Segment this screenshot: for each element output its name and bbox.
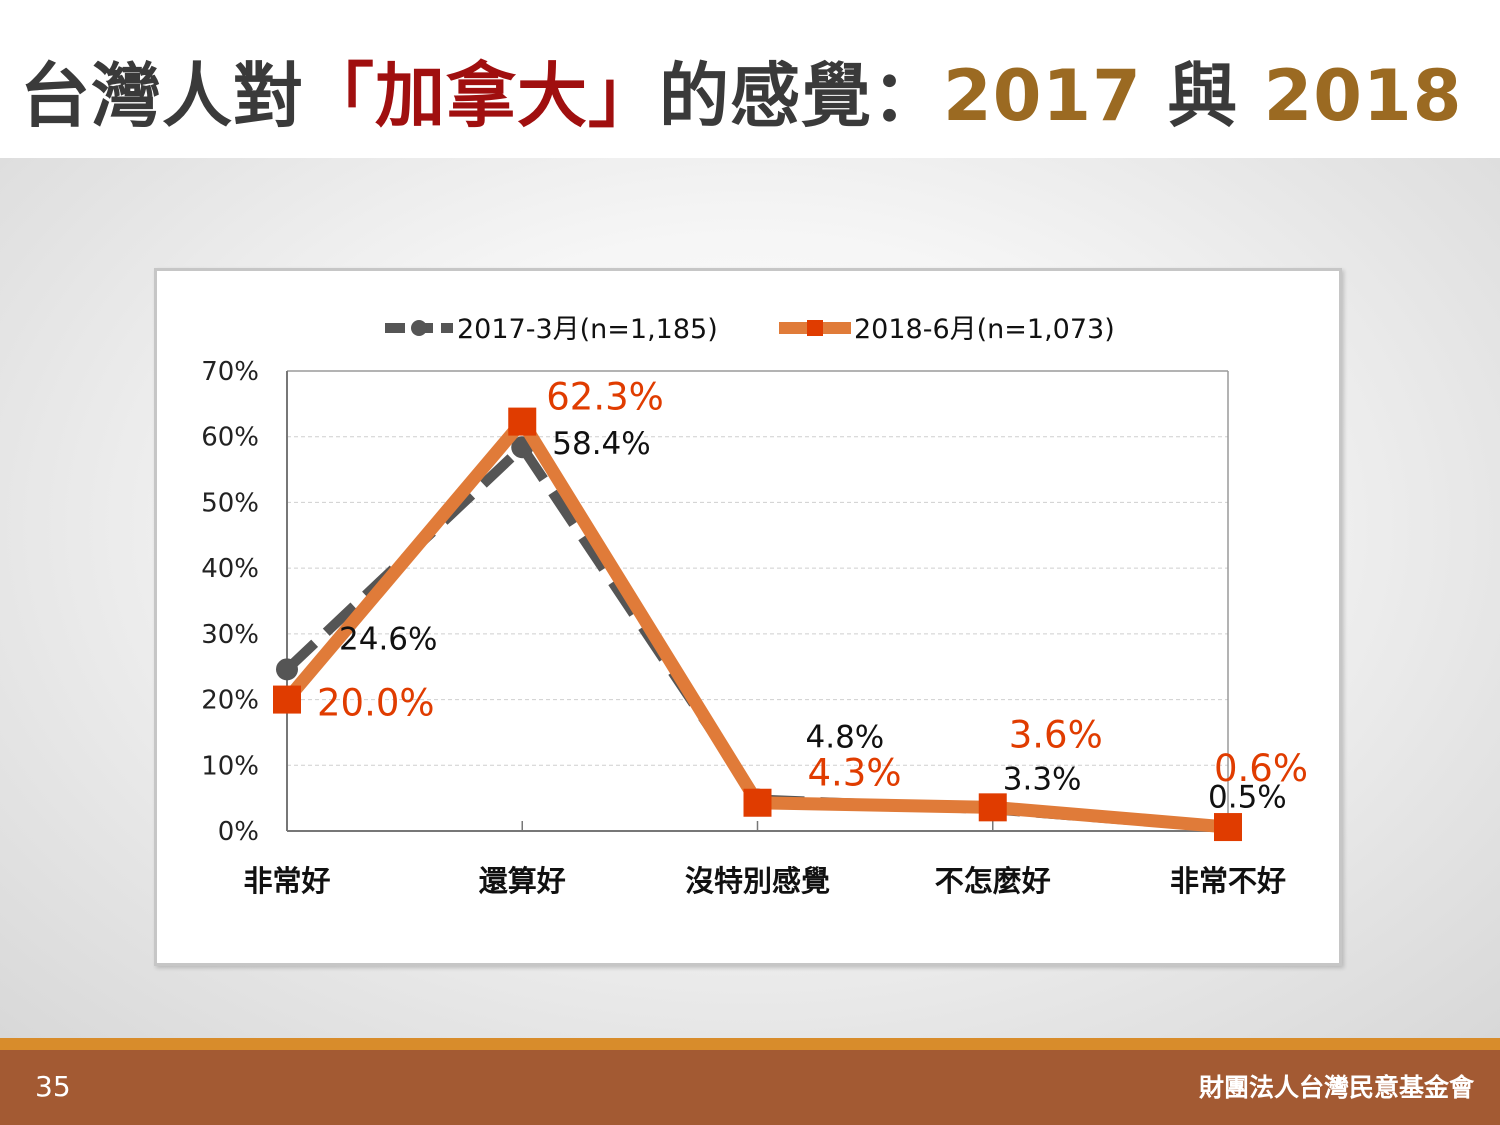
data-label-2017: 3.3% <box>1003 761 1082 797</box>
slide-title: 台灣人對「加拿大」的感覺：2017 與 2018 <box>20 40 1462 141</box>
series-2018-point <box>978 793 1007 822</box>
data-label-2018: 0.6% <box>1214 747 1308 790</box>
series-2018-point <box>743 788 772 817</box>
organization-name: 財團法人台灣民意基金會 <box>1198 1073 1474 1102</box>
series-2018-point <box>273 685 301 714</box>
data-label-2017: 58.4% <box>552 426 650 462</box>
footer-stripe <box>0 1038 1500 1050</box>
line-chart: 0% 10% 20% 30% 40% 50% 60% 70% 非常好 還算好 沒特別感覺 不怎麼好 非常… <box>201 314 1308 898</box>
title-year2: 2018 <box>1263 55 1463 137</box>
data-label-2017: 4.8% <box>806 719 885 755</box>
data-label-2018: 62.3% <box>546 376 664 419</box>
slide-footer <box>0 1050 1500 1125</box>
data-label-2018: 20.0% <box>317 682 435 725</box>
legend-2017-marker <box>411 320 427 336</box>
title-year1: 2017 <box>943 55 1142 137</box>
chart-panel: 0% 10% 20% 30% 40% 50% 60% 70% 非常好 還算好 沒特別感覺 不怎麼好 非常… <box>154 268 1342 966</box>
page-number: 35 <box>35 1070 71 1103</box>
title-part2: 的感覺： <box>659 55 943 137</box>
y-tick-label: 40% <box>201 554 259 584</box>
y-tick-label: 0% <box>218 817 259 847</box>
slide-header: 台灣人對「加拿大」的感覺：2017 與 2018 <box>0 0 1500 158</box>
title-highlight: 「加拿大」 <box>304 55 659 137</box>
title-part1: 台灣人對 <box>20 55 304 137</box>
legend-2018-label: 2018-6月(n=1,073) <box>854 314 1115 345</box>
y-tick-label: 20% <box>201 686 259 716</box>
y-tick-label: 60% <box>201 423 259 453</box>
data-label-2017: 24.6% <box>339 621 437 657</box>
y-tick-label: 50% <box>201 488 259 518</box>
y-tick-label: 70% <box>201 357 259 387</box>
series-2017-point <box>276 658 298 681</box>
title-connector: 與 <box>1141 55 1264 137</box>
x-tick-label: 非常好 <box>243 864 330 898</box>
data-label-2018: 3.6% <box>1009 713 1103 756</box>
series-2018-point <box>1214 813 1242 842</box>
y-tick-label: 10% <box>201 751 259 781</box>
x-tick-label: 還算好 <box>479 864 566 898</box>
y-tick-label: 30% <box>201 620 259 650</box>
x-tick-label: 沒特別感覺 <box>685 864 830 898</box>
x-tick-label: 不怎麼好 <box>935 864 1051 898</box>
data-label-2017: 0.5% <box>1208 780 1287 816</box>
x-tick-label: 非常不好 <box>1170 864 1286 898</box>
legend-2018-marker <box>807 320 823 336</box>
series-2018-point <box>508 407 537 436</box>
legend-2017-label: 2017-3月(n=1,185) <box>457 314 718 345</box>
data-label-2018: 4.3% <box>808 752 902 795</box>
